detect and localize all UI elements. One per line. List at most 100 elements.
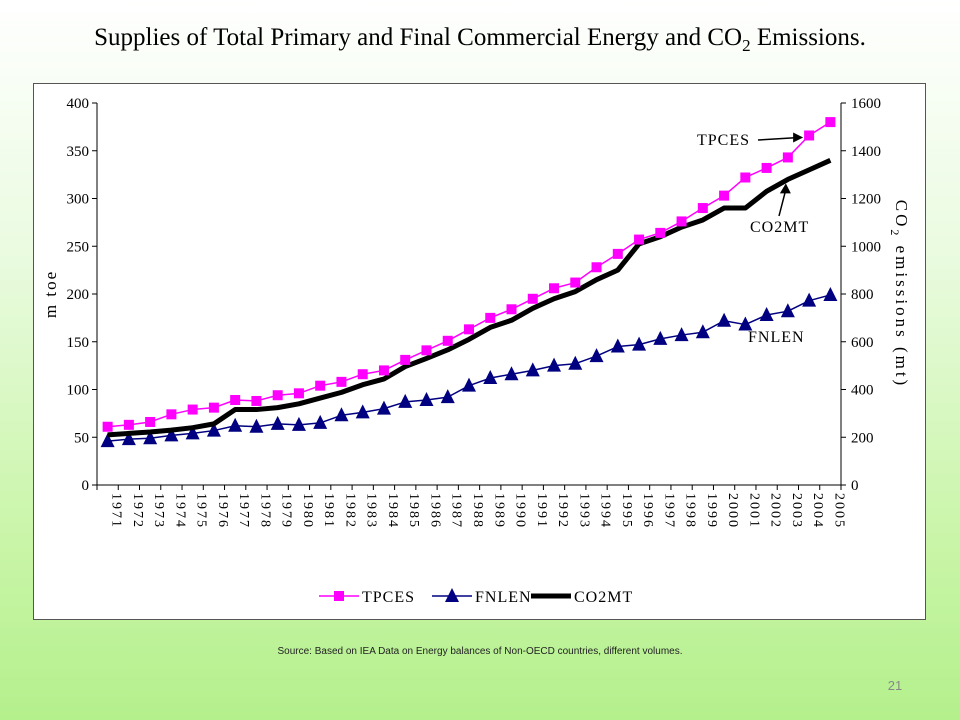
point-tpces: [697, 203, 708, 214]
x-tick-label: 1999: [704, 493, 719, 529]
annotation-arrowhead-co2mt: [779, 183, 791, 194]
point-tpces: [761, 162, 772, 173]
point-tpces: [145, 416, 156, 427]
series-line-co2mt: [107, 158, 832, 438]
right-tick-label: 1000: [851, 239, 881, 255]
legend-marker-tpces: [334, 591, 344, 601]
point-tpces: [676, 216, 687, 227]
point-tpces: [166, 409, 177, 420]
right-tick-label: 0: [851, 478, 859, 494]
title-end: Emissions.: [750, 24, 866, 51]
left-axis-title: m toe: [41, 270, 60, 318]
point-tpces: [378, 365, 389, 376]
point-tpces: [804, 130, 815, 141]
left-tick-label: 400: [67, 96, 90, 112]
right-axis-title: CO2 emissions (mt): [888, 200, 911, 388]
x-tick-label: 1991: [534, 493, 549, 529]
x-tick-label: 1978: [257, 493, 272, 529]
point-fnlen: [440, 389, 455, 404]
point-tpces: [293, 388, 304, 399]
point-fnlen: [632, 336, 647, 351]
x-tick-label: 1987: [449, 493, 464, 529]
point-tpces: [102, 421, 113, 432]
right-tick-label: 800: [851, 287, 874, 303]
left-tick-label: 200: [67, 287, 90, 303]
point-tpces: [272, 390, 283, 401]
source-note: Source: Based on IEA Data on Energy bala…: [277, 646, 683, 657]
point-tpces: [187, 404, 198, 415]
point-tpces: [527, 293, 538, 304]
x-tick-label: 1982: [342, 493, 357, 529]
point-fnlen: [759, 307, 774, 322]
point-tpces: [591, 262, 602, 273]
point-fnlen: [185, 425, 200, 440]
annotation-fnlen: FNLEN: [748, 329, 805, 346]
legend-label-tpces: TPCES: [362, 589, 415, 606]
x-tick-label: 1984: [385, 493, 400, 529]
point-fnlen: [121, 431, 136, 446]
x-tick-label: 1983: [364, 493, 379, 529]
point-tpces: [719, 190, 730, 201]
right-tick-label: 200: [851, 430, 874, 446]
point-fnlen: [823, 286, 838, 301]
point-fnlen: [376, 400, 391, 415]
annotation-arrow-co2mt: [778, 189, 787, 217]
point-tpces: [464, 324, 474, 335]
point-fnlen: [206, 422, 221, 437]
point-fnlen: [228, 417, 243, 432]
point-tpces: [315, 380, 326, 391]
point-fnlen: [100, 433, 115, 448]
x-tick-label: 1974: [172, 493, 187, 529]
point-fnlen: [483, 370, 498, 385]
x-tick-label: 1998: [683, 493, 698, 529]
point-fnlen: [334, 407, 349, 422]
point-tpces: [570, 277, 581, 288]
x-tick-label: 1993: [576, 493, 591, 529]
point-fnlen: [738, 316, 753, 331]
x-tick-label: 1988: [470, 493, 485, 529]
point-fnlen: [313, 414, 328, 429]
right-tick-label: 1600: [851, 96, 881, 112]
point-tpces: [123, 419, 134, 430]
point-tpces: [825, 117, 836, 128]
x-tick-label: 1977: [236, 493, 251, 529]
x-tick-label: 1995: [619, 493, 634, 529]
x-tick-label: 1972: [130, 493, 145, 529]
x-tick-label: 2000: [725, 493, 740, 529]
title-subscript: 2: [742, 36, 751, 55]
annotation-co2mt: CO2MT: [750, 219, 809, 236]
chart: 0 50 100 150 200 250 300 350 400 0 200 400 600 800 100…: [41, 96, 911, 606]
point-tpces: [421, 345, 432, 356]
point-fnlen: [504, 366, 519, 381]
point-fnlen: [525, 362, 540, 377]
point-tpces: [740, 172, 751, 183]
point-tpces: [442, 335, 453, 346]
x-tick-label: 2001: [746, 493, 761, 529]
right-tick-label: 600: [851, 335, 874, 351]
point-fnlen: [717, 312, 732, 327]
point-tpces: [655, 227, 666, 238]
left-tick-label: 100: [67, 383, 90, 399]
left-tick-label: 250: [67, 239, 90, 255]
point-tpces: [634, 234, 645, 245]
annotation-arrowhead-tpces: [793, 132, 804, 143]
point-tpces: [208, 402, 219, 413]
x-tick-label: 1996: [640, 493, 655, 529]
title-main: Supplies of Total Primary and Final Comm…: [94, 24, 743, 51]
point-tpces: [357, 369, 368, 380]
point-fnlen: [462, 377, 476, 392]
left-tick-label: 0: [82, 478, 90, 494]
x-tick-label: 1994: [598, 493, 613, 529]
point-fnlen: [547, 357, 562, 372]
x-tick-label: 1990: [513, 493, 528, 529]
slide-title: Supplies of Total Primary and Final Comm…: [0, 24, 960, 56]
right-tick-label: 1400: [851, 144, 881, 160]
page-number: 21: [887, 678, 903, 693]
point-fnlen: [164, 427, 179, 442]
point-fnlen: [653, 330, 668, 345]
point-fnlen: [143, 430, 158, 445]
series-line-fnlen: [107, 294, 831, 442]
legend-marker-fnlen: [445, 588, 459, 602]
point-tpces: [251, 395, 262, 406]
x-tick-label: 1981: [321, 493, 336, 529]
